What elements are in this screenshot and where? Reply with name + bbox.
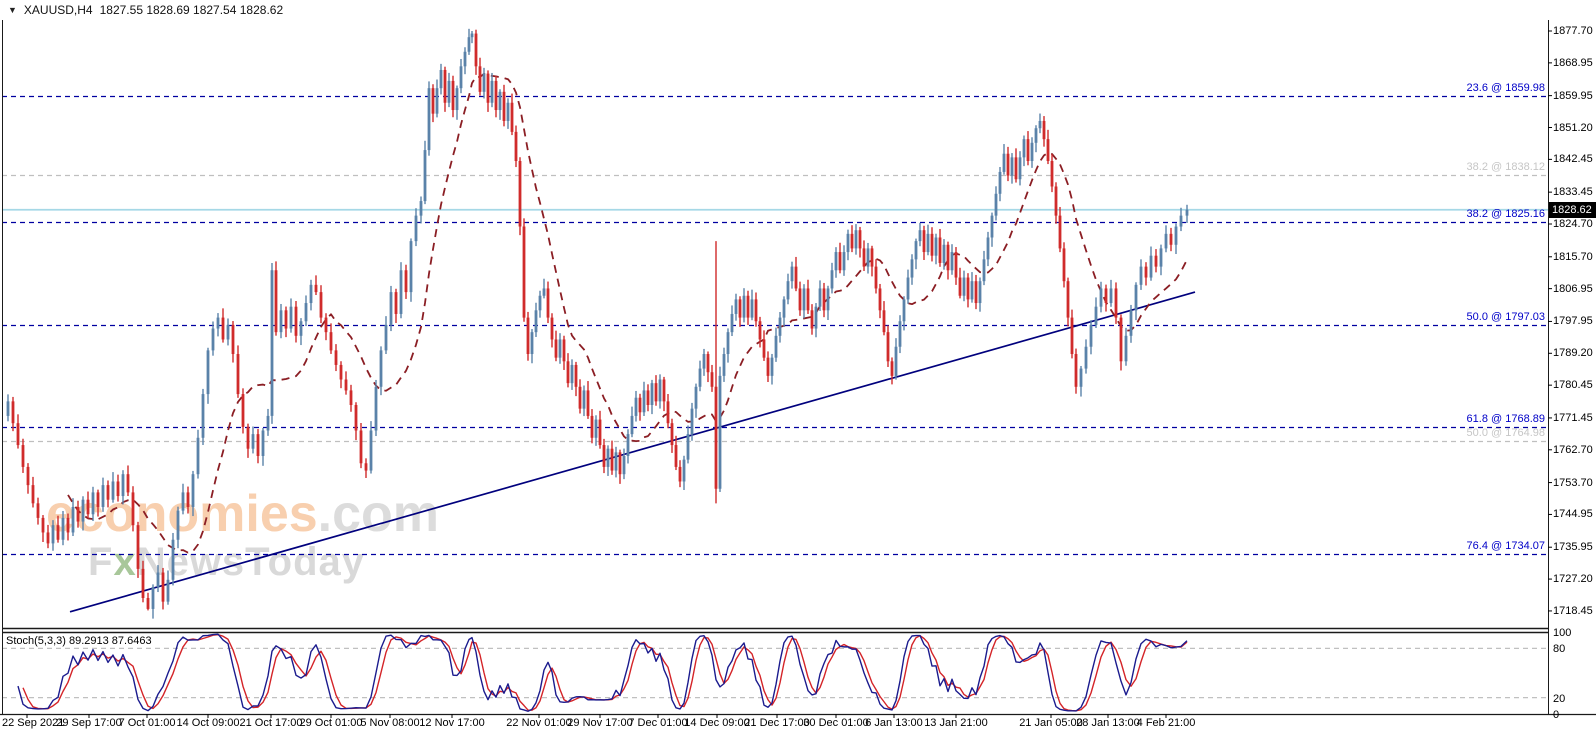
fib-level-label: 23.6 @ 1859.98 xyxy=(1466,81,1545,94)
stochastic-axis-label: 0 xyxy=(1553,709,1560,721)
stochastic-indicator-label: Stoch(5,3,3) 89.2913 87.6463 xyxy=(6,635,152,647)
time-axis-label: 14 Dec 09:00 xyxy=(684,717,750,729)
price-axis-label: 1851.20 xyxy=(1553,121,1593,134)
price-axis-label: 1824.70 xyxy=(1553,218,1593,230)
time-axis-label: 14 Oct 09:00 xyxy=(176,717,240,729)
time-axis-label: 12 Nov 17:00 xyxy=(419,717,485,729)
time-axis-label: 7 Oct 01:00 xyxy=(118,717,176,729)
watermark-tagline: FxNewsToday xyxy=(88,540,366,584)
time-axis-label: 21 Oct 17:00 xyxy=(239,717,303,729)
time-axis-label: 7 Dec 01:00 xyxy=(628,717,688,729)
time-axis-label: 6 Jan 13:00 xyxy=(865,717,923,729)
price-axis-label: 1780.45 xyxy=(1553,379,1593,392)
time-axis-label: 30 Dec 01:00 xyxy=(803,717,869,729)
fib-level-label: 76.4 @ 1734.07 xyxy=(1466,540,1545,553)
price-axis-label: 1744.95 xyxy=(1553,508,1593,521)
time-axis-label: 29 Nov 17:00 xyxy=(567,717,633,729)
price-axis-label: 1727.20 xyxy=(1553,573,1593,586)
fib-level-label: 61.8 @ 1768.89 xyxy=(1466,413,1545,426)
price-axis-label: 1842.45 xyxy=(1553,153,1593,166)
price-axis-label: 1718.45 xyxy=(1553,604,1593,617)
price-axis-label: 1859.95 xyxy=(1553,89,1593,102)
price-axis-label: 1868.95 xyxy=(1553,56,1593,69)
price-axis-label: 1762.70 xyxy=(1553,443,1593,456)
time-axis-label: 22 Nov 01:00 xyxy=(506,717,572,729)
price-axis-label: 1877.70 xyxy=(1553,25,1593,37)
price-axis-label: 1771.45 xyxy=(1553,411,1593,424)
stochastic-signal-line xyxy=(22,633,1188,712)
stochastic-main-line xyxy=(17,633,1188,712)
time-axis-label: 21 Dec 17:00 xyxy=(744,717,810,729)
price-axis-label: 1753.70 xyxy=(1553,476,1593,489)
stochastic-axis-label: 20 xyxy=(1553,692,1566,705)
price-axis-label: 1815.70 xyxy=(1553,250,1593,263)
moving-average-line xyxy=(67,72,1188,554)
price-axis-label: 1806.95 xyxy=(1553,282,1593,295)
time-axis-label: 29 Sep 17:00 xyxy=(56,717,122,729)
time-axis-label: 29 Oct 01:00 xyxy=(299,717,363,729)
price-axis-label: 1735.95 xyxy=(1553,541,1593,554)
fib-level-label: 38.2 @ 1825.16 xyxy=(1466,208,1545,221)
current-price-badge: 1828.62 xyxy=(1549,201,1596,218)
price-axis-label: 1789.20 xyxy=(1553,347,1593,360)
time-axis-label: 21 Jan 05:00 xyxy=(1019,717,1083,729)
time-axis-label: 22 Sep 2021 xyxy=(2,717,65,729)
fib-level-label: 38.2 @ 1838.12 xyxy=(1466,161,1545,174)
price-axis-label: 1797.95 xyxy=(1553,315,1593,328)
time-axis-label: 4 Feb 21:00 xyxy=(1136,717,1196,729)
stochastic-axis-label: 100 xyxy=(1553,627,1572,639)
ohlc-values: 1827.55 1828.69 1827.54 1828.62 xyxy=(99,3,284,17)
fib-level-label: 50.0 @ 1797.03 xyxy=(1466,310,1545,323)
fib-level-label: 50.0 @ 1764.98 xyxy=(1466,427,1545,440)
time-axis-label: 28 Jan 13:00 xyxy=(1076,717,1140,729)
time-axis-label: 5 Nov 08:00 xyxy=(360,717,420,729)
stochastic-axis-label: 80 xyxy=(1553,643,1566,656)
chart-title: ▼ XAUUSD,H4 1827.55 1828.69 1827.54 1828… xyxy=(8,3,283,17)
price-axis-label: 1833.45 xyxy=(1553,186,1593,199)
symbol-period-label: XAUUSD,H4 xyxy=(23,3,93,17)
time-axis-label: 13 Jan 21:00 xyxy=(924,717,988,729)
symbol-dropdown-icon[interactable]: ▼ xyxy=(8,5,17,15)
ascending-trendline xyxy=(69,291,1196,613)
